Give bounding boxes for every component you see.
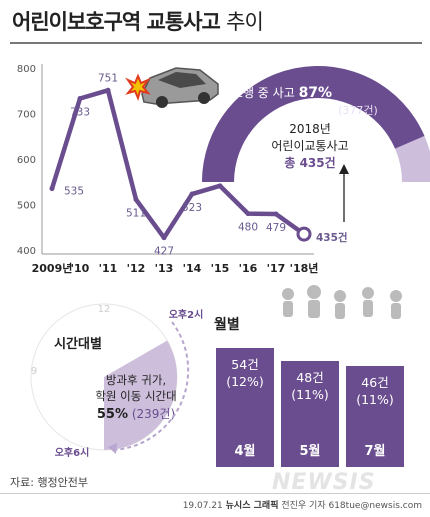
data-point bbox=[296, 226, 312, 242]
watermark: NEWSIS bbox=[272, 470, 376, 495]
pie-slice-text-1: 방과후 귀가, bbox=[106, 373, 166, 387]
x-tick-label: '17 bbox=[267, 262, 286, 275]
children-illustration bbox=[282, 285, 402, 319]
bar-chart-title: 월별 bbox=[214, 317, 240, 333]
data-label: 751 bbox=[98, 72, 118, 84]
gauge-total-value: 435건 bbox=[300, 155, 336, 170]
x-tick-label: '15 bbox=[211, 262, 230, 275]
x-tick-label: '13 bbox=[155, 262, 174, 275]
bar-value-label: 46건 (11%) bbox=[356, 375, 394, 407]
data-point bbox=[133, 196, 139, 202]
gauge-count: (377건) bbox=[338, 104, 378, 117]
gauge-percent: 87% bbox=[299, 85, 333, 101]
gauge-center-total: 총 435건 bbox=[284, 155, 335, 170]
data-point bbox=[161, 235, 167, 241]
data-label: 427 bbox=[154, 246, 174, 258]
data-label: 535 bbox=[64, 186, 84, 198]
bar-value-label: 48건 (11%) bbox=[291, 370, 329, 402]
credit-author: 전진우 기자 618tue@newsis.com bbox=[281, 501, 422, 511]
pie-slice-text-2: 학원 이동 시간대 bbox=[95, 389, 176, 403]
pedestrian-gauge: 보행 중 사고 87% (377건) 2018년 어린이교통사고 총 435건 bbox=[202, 65, 430, 222]
data-label: 511 bbox=[126, 207, 146, 219]
car-icon bbox=[141, 67, 219, 108]
credit-line: 19.07.21 뉴시스 그래픽 전진우 기자 618tue@newsis.co… bbox=[183, 498, 422, 511]
arrow-up-icon bbox=[339, 164, 349, 174]
pie-time-arc bbox=[113, 321, 190, 451]
source-note: 자료: 행정안전부 bbox=[10, 476, 89, 489]
pie-slice-value: 55% (239건) bbox=[97, 407, 175, 422]
credit-agency: 뉴시스 그래픽 bbox=[225, 501, 279, 511]
bar-value-label: 54건 (12%) bbox=[226, 357, 264, 389]
crash-burst-icon bbox=[125, 73, 151, 101]
bar-category-label: 4월 bbox=[234, 444, 256, 459]
time-pie-chart: 시간대별 12 9 방과후 귀가, 학원 이동 시간대 55% (239건) 오… bbox=[30, 303, 204, 459]
x-tick-label: '10 bbox=[71, 262, 90, 275]
series-line bbox=[49, 88, 307, 240]
y-tick-label: 500 bbox=[17, 201, 36, 212]
bar: 48건 (11%) 5월 bbox=[281, 361, 339, 467]
data-point bbox=[245, 211, 251, 217]
gauge-center-year: 2018년 bbox=[289, 122, 331, 136]
title-divider bbox=[10, 42, 422, 44]
gauge-center-label: 어린이교통사고 bbox=[271, 139, 348, 153]
pie-from-label: 오후2시 bbox=[169, 308, 204, 321]
x-tick-label: '12 bbox=[127, 262, 146, 275]
data-label: 523 bbox=[182, 202, 202, 214]
y-axis bbox=[41, 64, 314, 255]
y-tick-label: 800 bbox=[17, 64, 36, 75]
data-label: 480 bbox=[238, 222, 258, 234]
x-tick-label: '18년 bbox=[290, 261, 319, 275]
clock-mark-9: 9 bbox=[31, 366, 37, 377]
bar: 46건 (11%) 7월 bbox=[346, 366, 404, 467]
title-main: 어린이보호구역 교통사고 bbox=[12, 10, 221, 34]
arrow-icon bbox=[108, 443, 117, 454]
clock-mark-12: 12 bbox=[98, 304, 111, 315]
data-point bbox=[273, 211, 279, 217]
pie-to-label: 오후6시 bbox=[55, 446, 90, 459]
y-tick-label: 700 bbox=[17, 110, 36, 121]
x-tick-label: '16 bbox=[239, 262, 258, 275]
data-point bbox=[77, 95, 83, 101]
data-point bbox=[105, 87, 111, 93]
page-title: 어린이보호구역 교통사고 추이 bbox=[12, 6, 264, 36]
pie-slice-after-school bbox=[104, 340, 177, 450]
data-label: 435건 bbox=[316, 231, 348, 244]
x-tick-label: '14 bbox=[183, 262, 202, 275]
title-sub: 추이 bbox=[226, 10, 264, 34]
gauge-value-arc bbox=[202, 65, 425, 182]
data-point bbox=[189, 191, 195, 197]
data-label: 733 bbox=[70, 106, 90, 118]
bar: 54건 (12%) 4월 bbox=[216, 348, 274, 467]
data-point bbox=[217, 183, 223, 189]
y-tick-label: 600 bbox=[17, 155, 36, 166]
bar-category-label: 7월 bbox=[364, 444, 386, 459]
data-label: 479 bbox=[266, 222, 286, 234]
credit-date: 19.07.21 bbox=[182, 501, 223, 511]
pie-title: 시간대별 bbox=[54, 336, 102, 352]
line-chart: 800 700 600 500 400 2009년'10 '11 '12 '13 '14 '15 '… bbox=[17, 64, 430, 275]
y-tick-label: 400 bbox=[17, 246, 36, 257]
data-point bbox=[49, 186, 55, 192]
x-tick-label: 2009년 bbox=[32, 261, 73, 275]
gauge-label: 보행 중 사고 87% bbox=[232, 85, 332, 101]
x-tick-label: '11 bbox=[99, 262, 118, 275]
footer-divider bbox=[0, 493, 430, 494]
bar-category-label: 5월 bbox=[299, 444, 321, 459]
